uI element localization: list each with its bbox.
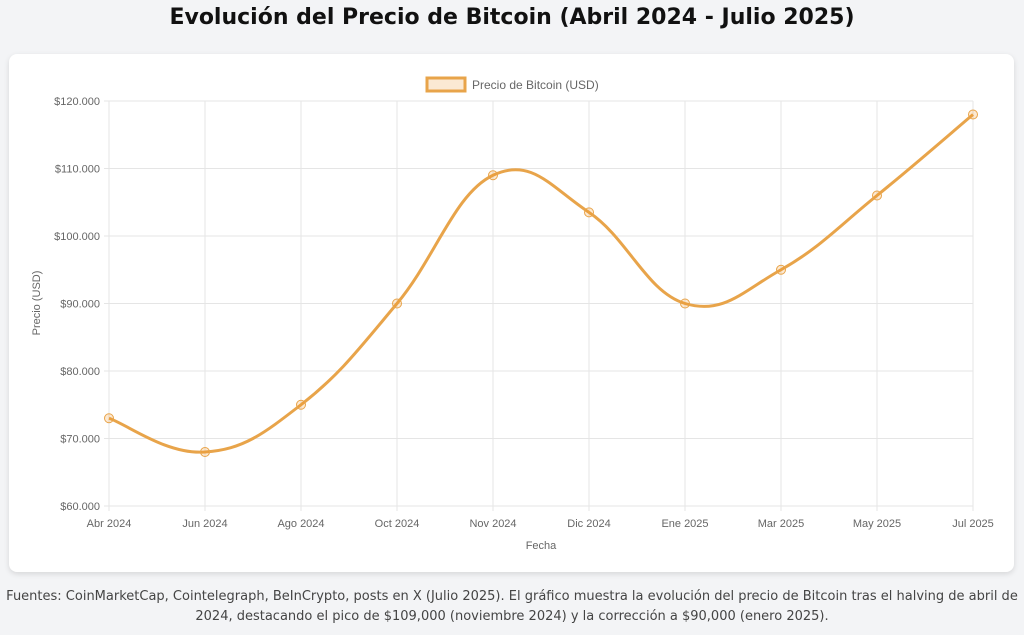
x-tick-label: Mar 2025 xyxy=(758,518,804,530)
data-point xyxy=(392,298,402,309)
y-tick-label: $80.000 xyxy=(60,366,100,378)
y-tick-label: $90.000 xyxy=(60,299,100,311)
y-tick-label: $120.000 xyxy=(54,96,100,108)
data-point xyxy=(776,264,786,275)
data-point xyxy=(968,109,978,120)
y-tick-label: $100.000 xyxy=(54,231,100,243)
data-point xyxy=(296,399,306,410)
x-tick-label: Nov 2024 xyxy=(469,518,516,530)
data-point xyxy=(488,170,498,181)
y-tick-label: $60.000 xyxy=(60,501,100,513)
data-point xyxy=(872,190,882,201)
chart-card xyxy=(9,54,1014,572)
x-tick-label: Ago 2024 xyxy=(277,518,324,530)
y-tick-label: $70.000 xyxy=(60,434,100,446)
x-tick-label: Jun 2024 xyxy=(182,518,227,530)
x-tick-label: May 2025 xyxy=(853,518,901,530)
data-point xyxy=(680,298,690,309)
legend-swatch xyxy=(425,76,467,93)
y-axis-title: Precio (USD) xyxy=(31,271,43,336)
data-point xyxy=(200,447,210,457)
x-tick-label: Abr 2024 xyxy=(87,518,132,530)
data-point xyxy=(584,207,594,218)
y-tick-label: $110.000 xyxy=(55,164,100,176)
x-axis-title: Fecha xyxy=(526,540,557,552)
data-point xyxy=(104,413,114,424)
legend-label: Precio de Bitcoin (USD) xyxy=(472,78,599,92)
x-tick-label: Dic 2024 xyxy=(567,518,610,530)
sources-note: Fuentes: CoinMarketCap, Cointelegraph, B… xyxy=(6,589,1018,624)
x-tick-label: Ene 2025 xyxy=(661,518,708,530)
x-tick-label: Jul 2025 xyxy=(952,518,994,530)
page-title: Evolución del Precio de Bitcoin (Abril 2… xyxy=(169,5,855,30)
price-line xyxy=(108,113,974,454)
x-tick-label: Oct 2024 xyxy=(375,518,420,530)
